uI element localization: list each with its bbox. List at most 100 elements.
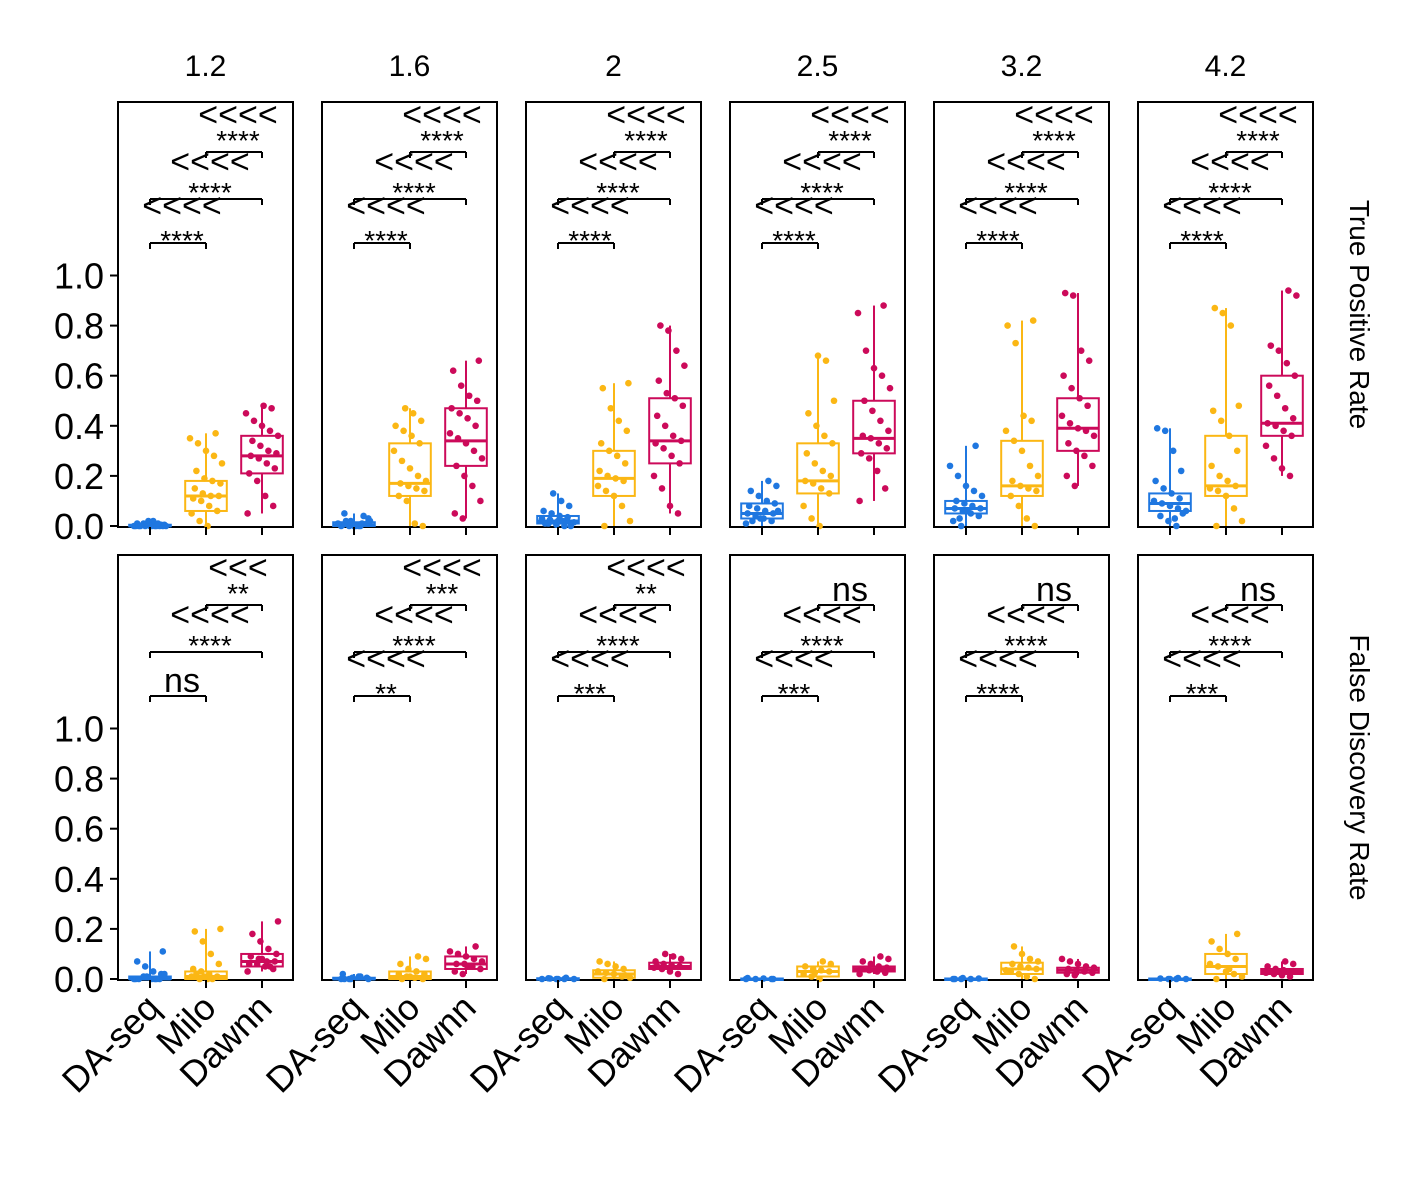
facet-column-title: 2.5 xyxy=(797,50,839,83)
iqr-box xyxy=(388,442,432,497)
data-point xyxy=(249,437,256,445)
data-point xyxy=(472,943,479,950)
data-point xyxy=(1286,472,1294,480)
facet-panel: ****<<<<****<<<<****<<<< xyxy=(525,96,702,535)
data-point xyxy=(244,968,251,975)
data-point xyxy=(1157,975,1164,982)
data-point xyxy=(661,950,669,958)
data-point xyxy=(744,974,751,982)
data-point xyxy=(744,510,751,517)
data-point xyxy=(462,953,470,960)
data-point xyxy=(885,955,892,963)
data-point xyxy=(602,487,610,495)
data-point xyxy=(268,404,275,412)
significance-label: **** xyxy=(624,125,668,156)
data-point xyxy=(475,357,483,364)
data-point xyxy=(1029,317,1037,324)
data-point xyxy=(1169,447,1177,455)
data-point xyxy=(814,352,822,359)
data-point xyxy=(677,437,685,445)
y-tick-label: 0.4 xyxy=(54,859,104,900)
data-point xyxy=(271,958,279,965)
data-point xyxy=(652,958,659,965)
data-point xyxy=(465,392,473,400)
data-point xyxy=(749,517,756,525)
data-point xyxy=(620,477,627,485)
data-point xyxy=(865,455,873,462)
data-point xyxy=(1033,487,1040,495)
significance-symbols: <<<< xyxy=(606,96,685,134)
data-point xyxy=(1270,970,1278,978)
data-point xyxy=(774,507,782,515)
data-point xyxy=(1026,462,1034,470)
box-dawnn xyxy=(240,402,284,535)
data-point xyxy=(401,404,409,412)
data-point xyxy=(1171,515,1179,522)
data-point xyxy=(1280,427,1287,435)
data-point xyxy=(1235,402,1243,410)
data-point xyxy=(189,495,197,502)
data-point xyxy=(1281,404,1289,412)
data-point xyxy=(768,517,775,525)
data-point xyxy=(817,966,825,974)
data-point xyxy=(669,953,677,960)
box-daseq xyxy=(740,974,784,988)
facet-panel: ****<<<<****<<<<****<<<< xyxy=(729,96,906,535)
significance-label: **** xyxy=(1208,177,1252,208)
data-point xyxy=(668,961,675,969)
data-point xyxy=(969,502,976,510)
data-point xyxy=(961,500,968,507)
iqr-box xyxy=(648,397,692,465)
data-point xyxy=(197,497,205,505)
data-point xyxy=(274,432,282,440)
facet-panel: ****<<<<****<<<<****<<<< xyxy=(933,96,1110,535)
data-point xyxy=(1232,482,1239,490)
significance-symbols: <<<< xyxy=(986,596,1065,634)
data-point xyxy=(1012,339,1019,347)
data-point xyxy=(880,302,887,309)
y-tick-label: 0.0 xyxy=(54,959,104,1000)
data-point xyxy=(1160,485,1167,492)
data-point xyxy=(1077,347,1085,354)
data-point xyxy=(207,492,215,500)
data-point xyxy=(1214,963,1222,970)
data-point xyxy=(885,427,892,435)
data-point xyxy=(1238,973,1246,980)
data-point xyxy=(464,414,471,422)
data-point xyxy=(1291,372,1299,380)
data-point xyxy=(679,402,687,410)
data-point xyxy=(1230,505,1238,512)
data-point xyxy=(477,497,484,505)
data-point xyxy=(191,485,199,492)
data-point xyxy=(1085,357,1093,364)
box-daseq xyxy=(536,490,580,535)
data-point xyxy=(657,322,664,329)
significance-label: ns xyxy=(1036,571,1072,609)
significance-label: **** xyxy=(1004,177,1048,208)
data-point xyxy=(808,515,815,522)
x-tick-label: DA-seq xyxy=(258,987,372,1101)
data-point xyxy=(255,455,263,462)
significance-symbols: <<<< xyxy=(1162,187,1241,225)
data-point xyxy=(1071,971,1079,979)
data-point xyxy=(1224,477,1231,485)
data-point xyxy=(875,440,883,447)
data-point xyxy=(199,490,207,497)
box-dawnn xyxy=(1056,955,1100,988)
data-point xyxy=(677,955,685,963)
data-point xyxy=(1286,973,1294,980)
data-point xyxy=(193,467,200,475)
data-point xyxy=(143,973,151,980)
data-point xyxy=(666,968,674,975)
data-point xyxy=(459,515,467,522)
facet-column-title: 1.6 xyxy=(389,50,431,83)
significance-bracket: ****<<<< xyxy=(1169,143,1283,208)
data-point xyxy=(975,512,983,520)
data-point xyxy=(1074,960,1082,968)
data-point xyxy=(1065,440,1072,447)
significance-label: *** xyxy=(426,578,459,609)
data-point xyxy=(1150,497,1158,505)
x-tick-label: DA-seq xyxy=(870,987,984,1101)
data-point xyxy=(601,522,608,530)
significance-bracket: ns xyxy=(817,571,875,611)
